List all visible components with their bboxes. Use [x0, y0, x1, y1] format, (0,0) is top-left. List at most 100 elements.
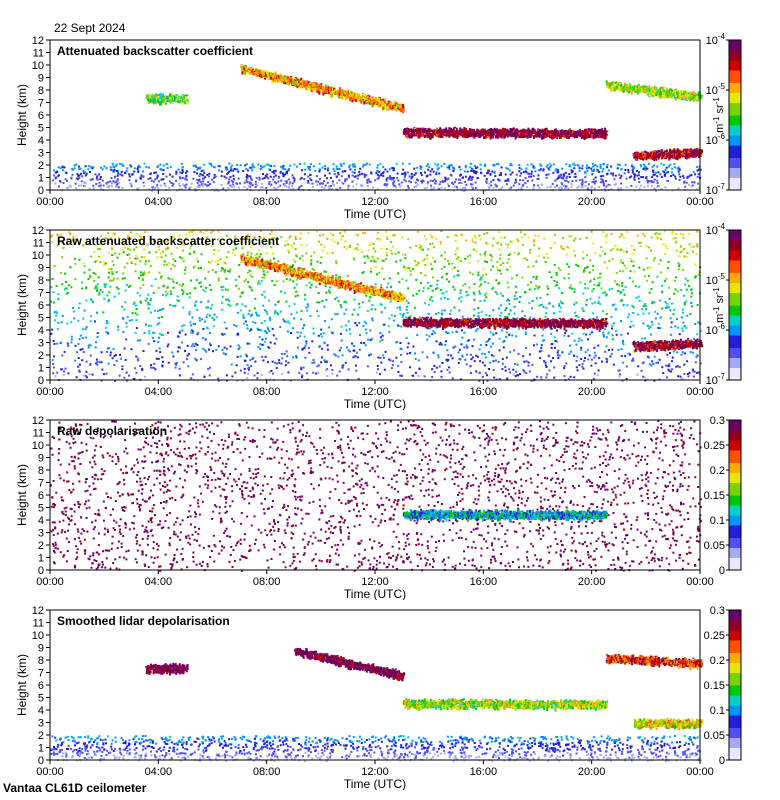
colorbar-segment — [729, 482, 741, 486]
colorbar-segment — [729, 545, 741, 548]
colorbar-segment — [729, 317, 741, 321]
feature-upper-cloud — [293, 647, 406, 682]
feature-late-cloud — [605, 653, 704, 671]
colorbar-segment — [729, 260, 741, 263]
y-tick-label: 7 — [38, 98, 44, 110]
feature-upper-cloud — [240, 64, 405, 114]
colorbar-segment — [729, 672, 741, 676]
y-tick-label: 11 — [33, 618, 44, 630]
colorbar-segment — [729, 480, 741, 483]
instrument-label: Vantaa CL61D ceilometer — [3, 781, 147, 795]
colorbar-segment — [729, 305, 741, 308]
colorbar-segment — [729, 237, 741, 241]
colorbar-segment — [729, 335, 741, 338]
date-label: 22 Sept 2024 — [54, 21, 126, 35]
colorbar-segment — [729, 320, 741, 323]
colorbar-segment — [729, 105, 741, 108]
colorbar-segment — [729, 540, 741, 543]
colorbar-segment — [729, 122, 741, 126]
colorbar-segment — [729, 367, 741, 371]
x-tick-label: 12:00 — [361, 386, 389, 398]
colorbar-segment — [729, 742, 741, 746]
y-tick-label: 4 — [38, 325, 44, 337]
colorbar-segment — [729, 550, 741, 553]
colorbar-segment — [729, 107, 741, 111]
colorbar-segment — [729, 627, 741, 631]
feature-mid-cloud — [402, 126, 609, 140]
colorbar-segment — [729, 112, 741, 116]
colorbar-segment — [729, 42, 741, 46]
x-axis-label: Time (UTC) — [344, 397, 406, 410]
colorbar-segment — [729, 670, 741, 673]
colorbar-segment — [729, 302, 741, 306]
colorbar-segment — [729, 352, 741, 356]
feature-low-cloud — [632, 338, 704, 353]
colorbar-segment — [729, 230, 741, 233]
colorbar-segment — [729, 257, 741, 261]
colorbar-segment — [729, 135, 741, 138]
colorbar-segment — [729, 725, 741, 728]
y-tick-label: 11 — [33, 48, 44, 60]
colorbar-segment — [729, 360, 741, 363]
colorbar-segment — [729, 57, 741, 61]
plot-title: Smoothed lidar depolarisation — [57, 614, 230, 628]
colorbar-segment — [729, 505, 741, 508]
x-tick-label: 08:00 — [253, 766, 281, 778]
feature-boundary-layer — [51, 162, 702, 192]
colorbar-segment — [729, 235, 741, 238]
x-tick-label: 08:00 — [253, 576, 281, 588]
colorbar-segment — [729, 262, 741, 266]
y-tick-label: 1 — [38, 173, 44, 185]
heatmap-layer — [50, 647, 704, 762]
feature-low-cloud — [632, 147, 703, 162]
colorbar-tick-label: 0.15 — [704, 490, 725, 502]
y-tick-label: 12 — [32, 225, 44, 237]
colorbar-segment — [729, 327, 741, 331]
colorbar-segment — [729, 275, 741, 278]
colorbar-segment — [729, 330, 741, 333]
colorbar-tick-label: 0.3 — [710, 605, 725, 617]
feature-upper-cloud — [240, 254, 406, 303]
colorbar-segment — [729, 287, 741, 291]
colorbar-segment — [729, 140, 741, 143]
feature-mid-cloud — [402, 316, 609, 331]
colorbar-segment — [729, 280, 741, 283]
x-tick-label: 00:00 — [686, 576, 714, 588]
y-tick-label: 1 — [38, 743, 44, 755]
y-tick-label: 5 — [38, 313, 44, 325]
colorbar-tick-label: 10-7 — [706, 372, 726, 387]
colorbar-tick-label: 0.2 — [710, 465, 725, 477]
colorbar-segment — [729, 350, 741, 353]
colorbar-tick-label: 10-6 — [706, 132, 726, 147]
colorbar-segment — [729, 622, 741, 626]
colorbar-segment — [729, 662, 741, 666]
colorbar-segment — [729, 475, 741, 478]
colorbar-segment — [729, 67, 741, 71]
colorbar-segment — [729, 357, 741, 361]
colorbar-segment — [729, 80, 741, 83]
colorbar-segment — [729, 55, 741, 58]
x-tick-label: 00:00 — [686, 196, 714, 208]
colorbar-tick-label: 0.05 — [704, 730, 725, 742]
colorbar-segment — [729, 72, 741, 76]
colorbar-segment — [729, 650, 741, 653]
x-tick-label: 08:00 — [253, 386, 281, 398]
colorbar-segment — [729, 720, 741, 723]
x-tick-label: 00:00 — [36, 766, 64, 778]
x-tick-label: 08:00 — [253, 196, 281, 208]
y-tick-label: 0 — [38, 375, 44, 387]
y-tick-label: 4 — [38, 515, 44, 527]
x-tick-label: 00:00 — [36, 386, 64, 398]
colorbar-segment — [729, 432, 741, 436]
x-tick-label: 00:00 — [686, 766, 714, 778]
colorbar-segment — [729, 115, 741, 118]
colorbar-segment — [729, 700, 741, 703]
y-tick-label: 3 — [38, 718, 44, 730]
colorbar-segment — [729, 470, 741, 473]
colorbar-segment — [729, 75, 741, 78]
colorbar-segment — [729, 740, 741, 743]
feature-mid-cloud — [402, 508, 608, 523]
colorbar-segment — [729, 557, 741, 561]
